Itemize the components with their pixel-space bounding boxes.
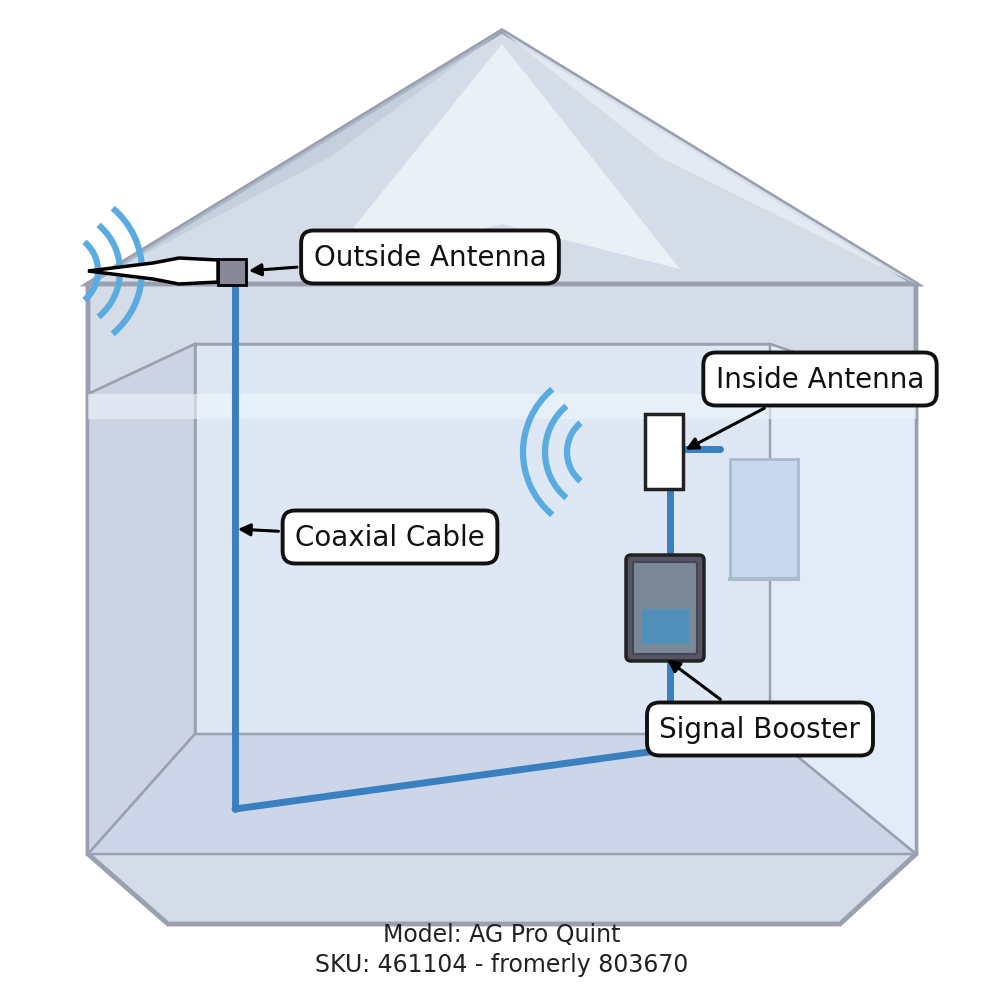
Polygon shape [88, 345, 195, 855]
Polygon shape [88, 32, 915, 285]
FancyBboxPatch shape [644, 414, 682, 489]
Polygon shape [320, 45, 679, 270]
Polygon shape [195, 345, 769, 734]
FancyBboxPatch shape [218, 260, 246, 286]
Polygon shape [502, 32, 915, 285]
Polygon shape [88, 394, 915, 419]
Text: Signal Booster: Signal Booster [659, 662, 860, 743]
Polygon shape [88, 259, 218, 285]
Text: Model: AG Pro Quint: Model: AG Pro Quint [383, 922, 620, 946]
Text: Inside Antenna: Inside Antenna [688, 366, 924, 448]
Polygon shape [88, 734, 915, 855]
Text: Outside Antenna: Outside Antenna [252, 244, 546, 276]
Polygon shape [88, 345, 915, 394]
Text: SKU: 461104 - fromerly 803670: SKU: 461104 - fromerly 803670 [315, 952, 688, 976]
FancyBboxPatch shape [632, 563, 696, 654]
Polygon shape [88, 32, 915, 924]
FancyBboxPatch shape [640, 610, 688, 644]
Polygon shape [88, 32, 502, 285]
Text: Coaxial Cable: Coaxial Cable [241, 524, 484, 552]
Polygon shape [769, 345, 915, 855]
FancyBboxPatch shape [729, 459, 797, 580]
FancyBboxPatch shape [626, 556, 703, 661]
